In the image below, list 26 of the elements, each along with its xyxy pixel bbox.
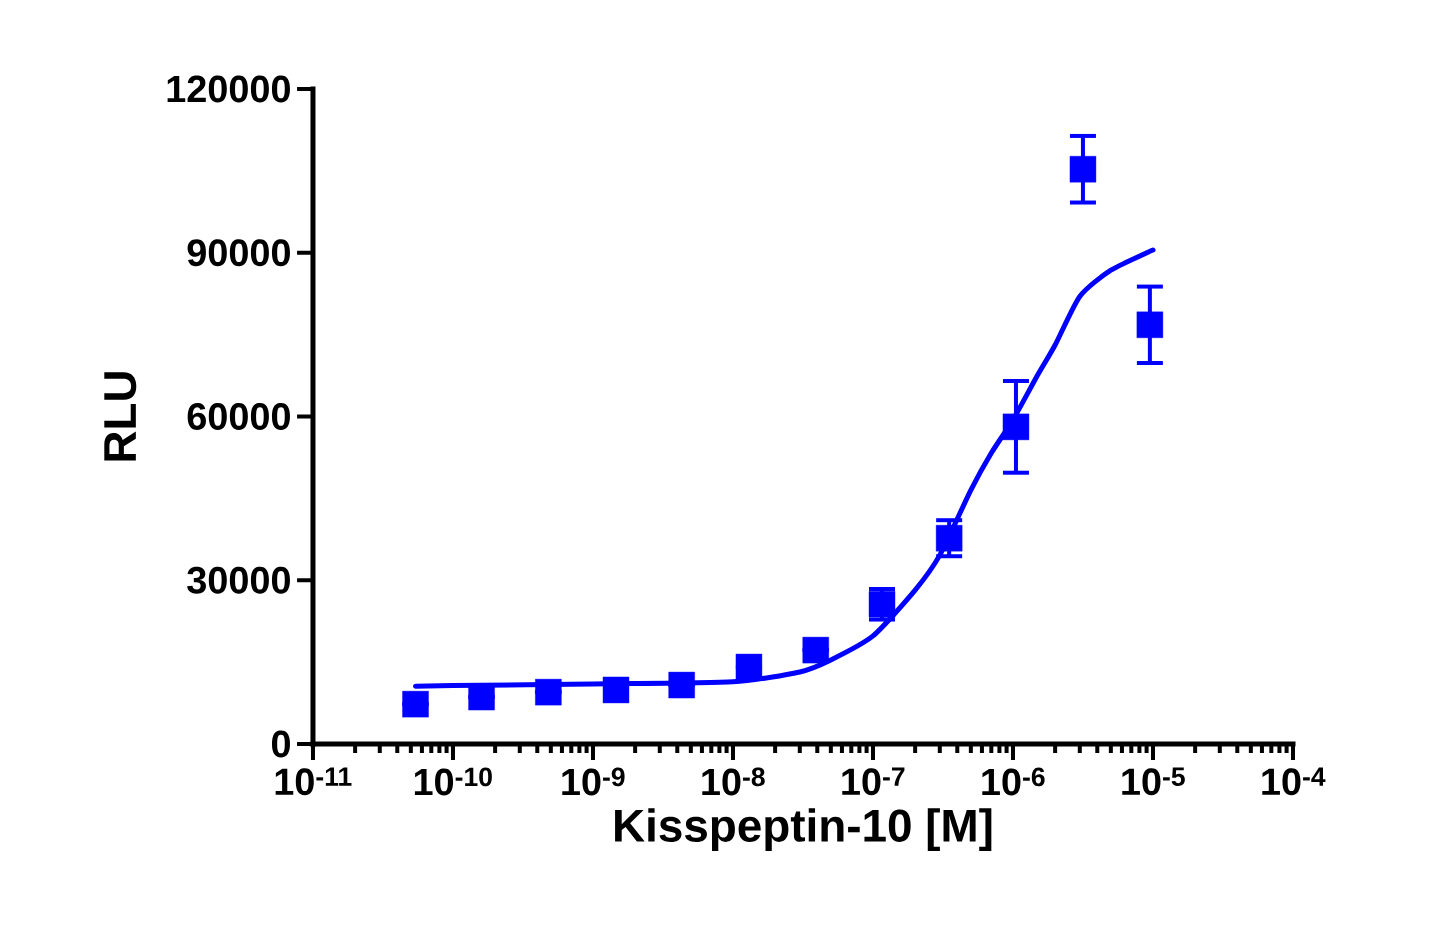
x-tick-label: 10$^{-10}$ [414, 767, 492, 796]
point [1069, 156, 1097, 183]
y-axis-title: RLU [104, 372, 137, 461]
point [1002, 413, 1030, 441]
point [802, 636, 829, 664]
x-tick-label: 10$^{-5}$ [1122, 767, 1185, 796]
x-axis-title: Kisspeptin-10 [M] [615, 808, 992, 851]
point [668, 671, 695, 699]
x-tick-label: 10$^{-9}$ [562, 767, 625, 796]
point [535, 678, 562, 706]
point [602, 676, 630, 704]
x-tick-label: 10$^{-6}$ [982, 767, 1045, 796]
x-tick-label: 10$^{-7}$ [842, 767, 905, 796]
point [402, 690, 429, 718]
x-tick-label: 10$^{-11}$ [275, 767, 352, 796]
y-tick-label: 0 [271, 730, 290, 758]
y-tick-label: 30000 [187, 566, 290, 594]
point [935, 525, 963, 552]
x-tick-label: 10$^{-4}$ [1262, 767, 1326, 796]
point [735, 653, 763, 681]
point [1136, 311, 1164, 338]
point [868, 591, 896, 618]
y-tick-label: 90000 [187, 239, 290, 267]
x-tick-label: 10$^{-8}$ [702, 767, 765, 796]
y-tick-label: 120000 [167, 75, 290, 103]
y-tick-label: 60000 [187, 403, 290, 430]
